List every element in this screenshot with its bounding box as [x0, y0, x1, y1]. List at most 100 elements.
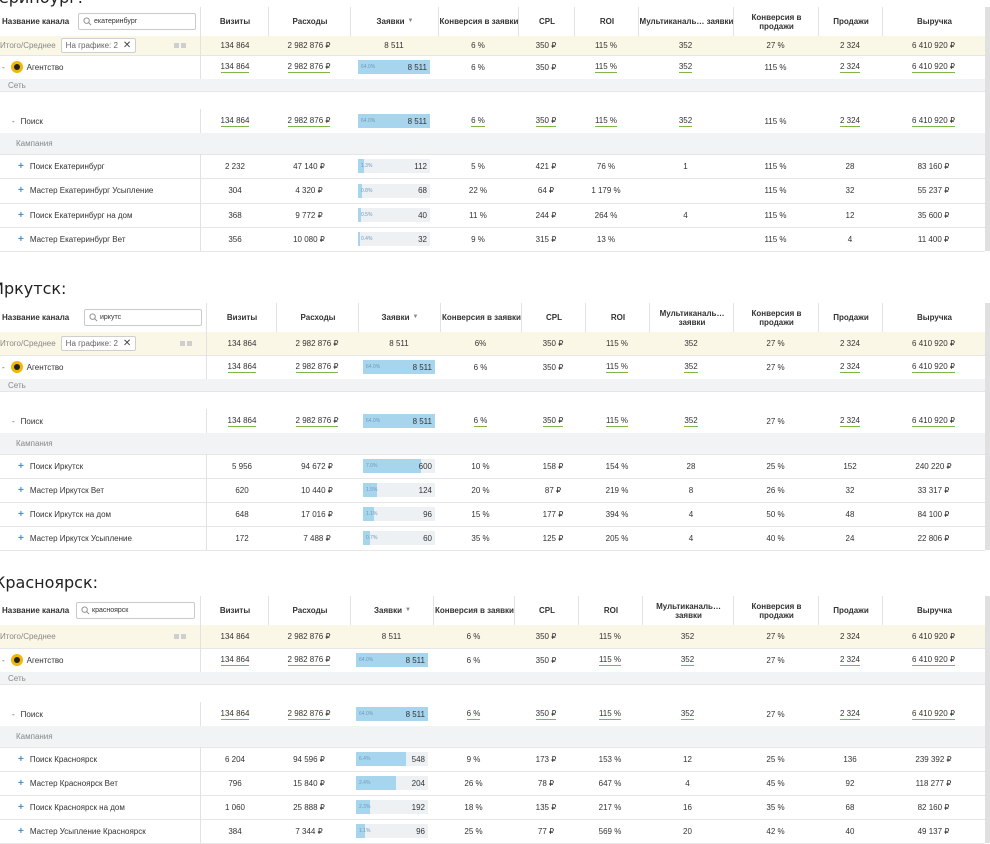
cell-value[interactable]: 6 410 920 ₽	[912, 654, 955, 666]
expand-icon[interactable]: +	[18, 160, 24, 172]
column-header-1[interactable]: Расходы	[276, 303, 359, 332]
column-header-3[interactable]: Конверсия в заявки	[440, 303, 522, 332]
column-header-8[interactable]: Продажи	[818, 596, 883, 625]
cell-value[interactable]: 6 410 920 ₽	[912, 708, 955, 720]
column-header-6[interactable]: Мультиканаль… заявки	[642, 596, 734, 625]
cell-value[interactable]: 2 982 876 ₽	[287, 654, 331, 666]
column-header-5[interactable]: ROI	[574, 7, 639, 36]
cell-value[interactable]: 6 410 920 ₽	[912, 115, 955, 127]
cell-value[interactable]: 352	[684, 415, 698, 427]
column-header-1[interactable]: Расходы	[268, 7, 351, 36]
cell-value[interactable]: 6 %	[466, 708, 481, 720]
campaign-name-cell[interactable]: + Мастер Екатеринбург Усыпление	[18, 178, 153, 203]
cell-value[interactable]: 350 ₽	[535, 115, 557, 127]
agency-name-cell[interactable]: - Агентство	[2, 55, 63, 79]
cell-value[interactable]: 2 324	[839, 61, 861, 73]
chart-toggle-icon[interactable]	[180, 332, 192, 355]
cell-value[interactable]: 115 %	[594, 61, 618, 73]
campaign-name-cell[interactable]: + Поиск Иркутск на дом	[18, 502, 111, 526]
on-chart-chip[interactable]: На графике: 2 ✕	[60, 336, 137, 351]
expand-icon[interactable]: +	[18, 209, 24, 221]
column-header-5[interactable]: ROI	[578, 596, 643, 625]
campaign-name-cell[interactable]: + Мастер Иркутск Усыпление	[18, 526, 132, 550]
column-header-1[interactable]: Расходы	[268, 596, 351, 625]
collapse-icon[interactable]: -	[12, 116, 15, 126]
expand-icon[interactable]: +	[18, 484, 24, 496]
column-header-9[interactable]: Выручка	[882, 596, 986, 625]
expand-icon[interactable]: +	[18, 508, 24, 520]
collapse-icon[interactable]: -	[2, 362, 5, 372]
cell-value[interactable]: 134 864	[220, 654, 250, 666]
channel-search-input[interactable]: иркутс	[84, 309, 202, 326]
expand-icon[interactable]: +	[18, 532, 24, 544]
column-header-4[interactable]: CPL	[514, 596, 579, 625]
collapse-icon[interactable]: -	[2, 62, 5, 72]
collapse-icon[interactable]: -	[2, 655, 5, 665]
cell-value[interactable]: 6 410 920 ₽	[912, 361, 955, 373]
column-header-0[interactable]: Визиты	[206, 303, 277, 332]
column-header-name[interactable]: Название канала	[2, 313, 70, 322]
scrollbar[interactable]	[985, 7, 990, 251]
expand-icon[interactable]: +	[18, 825, 24, 837]
cell-value[interactable]: 2 982 876 ₽	[287, 708, 331, 720]
column-header-7[interactable]: Конверсия в продажи	[733, 596, 819, 625]
close-icon[interactable]: ✕	[122, 40, 132, 51]
campaign-name-cell[interactable]: + Поиск Екатеринбург на дом	[18, 203, 133, 227]
channel-search-input[interactable]: екатеринбург	[78, 13, 196, 30]
sort-desc-icon[interactable]: ▼	[412, 314, 419, 320]
cell-value[interactable]: 6 410 920 ₽	[912, 61, 955, 73]
cell-value[interactable]: 115 %	[598, 708, 622, 720]
agency-name-cell[interactable]: - Агентство	[2, 355, 63, 379]
cell-value[interactable]: 352	[680, 708, 695, 720]
column-header-7[interactable]: Конверсия в продажи	[733, 7, 819, 36]
collapse-icon[interactable]: -	[12, 416, 15, 426]
cell-value[interactable]: 115 %	[594, 115, 618, 127]
cell-value[interactable]: 6 %	[473, 415, 488, 427]
column-header-2[interactable]: Заявки ▼	[350, 7, 439, 36]
campaign-name-cell[interactable]: + Поиск Екатеринбург	[18, 154, 105, 178]
search-channel-name-cell[interactable]: - Поиск	[12, 702, 43, 726]
cell-value[interactable]: 134 864	[220, 61, 250, 73]
expand-icon[interactable]: +	[18, 185, 24, 196]
scrollbar[interactable]	[985, 596, 990, 843]
cell-value[interactable]: 134 864	[220, 708, 250, 720]
cell-value[interactable]: 2 982 876 ₽	[287, 61, 331, 73]
on-chart-chip[interactable]: На графике: 2 ✕	[60, 38, 137, 53]
column-header-9[interactable]: Выручка	[882, 303, 986, 332]
campaign-name-cell[interactable]: + Мастер Красноярск Вет	[18, 771, 118, 795]
column-header-6[interactable]: Мультиканаль… заявки	[638, 7, 734, 36]
expand-icon[interactable]: +	[18, 233, 24, 245]
campaign-name-cell[interactable]: + Мастер Екатеринбург Вет	[18, 227, 125, 251]
cell-value[interactable]: 115 %	[598, 654, 622, 666]
cell-value[interactable]: 2 324	[839, 654, 861, 666]
cell-value[interactable]: 352	[678, 61, 693, 73]
column-header-4[interactable]: CPL	[521, 303, 586, 332]
column-header-8[interactable]: Продажи	[818, 7, 883, 36]
cell-value[interactable]: 2 324	[839, 361, 861, 373]
chart-toggle-icon[interactable]	[174, 36, 186, 55]
cell-value[interactable]: 2 324	[839, 708, 861, 720]
cell-value[interactable]: 2 982 876 ₽	[287, 115, 331, 127]
column-header-6[interactable]: Мультиканаль… заявки	[649, 303, 734, 332]
expand-icon[interactable]: +	[18, 753, 24, 765]
column-header-7[interactable]: Конверсия в продажи	[733, 303, 819, 332]
campaign-name-cell[interactable]: + Мастер Усыпление Красноярск	[18, 819, 146, 843]
search-channel-name-cell[interactable]: - Поиск	[12, 109, 43, 133]
cell-value[interactable]: 134 864	[220, 115, 250, 127]
expand-icon[interactable]: +	[18, 777, 24, 789]
column-header-2[interactable]: Заявки ▼	[350, 596, 434, 625]
expand-icon[interactable]: +	[18, 460, 24, 472]
cell-value[interactable]: 134 864	[227, 361, 257, 373]
cell-value[interactable]: 2 982 876 ₽	[295, 415, 339, 427]
campaign-name-cell[interactable]: + Поиск Красноярск на дом	[18, 795, 125, 819]
campaign-name-cell[interactable]: + Поиск Иркутск	[18, 454, 83, 478]
cell-value[interactable]: 2 324	[839, 415, 861, 427]
close-icon[interactable]: ✕	[122, 338, 132, 349]
column-header-0[interactable]: Визиты	[200, 7, 269, 36]
column-header-name[interactable]: Название канала	[2, 17, 70, 26]
cell-value[interactable]: 134 864	[227, 415, 257, 427]
column-header-3[interactable]: Конверсия в заявки	[433, 596, 515, 625]
cell-value[interactable]: 6 410 920 ₽	[912, 415, 955, 427]
sort-desc-icon[interactable]: ▼	[407, 18, 414, 24]
chart-toggle-icon[interactable]	[174, 625, 186, 648]
